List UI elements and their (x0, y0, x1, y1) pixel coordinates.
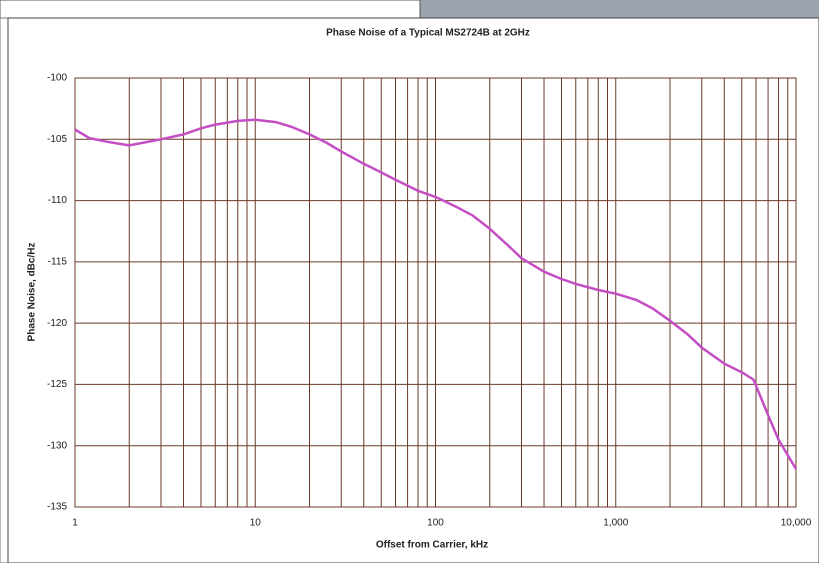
y-tick-label: -100 (47, 73, 67, 84)
x-tick-label: 100 (427, 518, 444, 529)
y-tick-label: -110 (48, 195, 68, 206)
data-line (74, 118, 798, 470)
x-tick-label: 10,000 (781, 518, 812, 529)
photo-fragment (420, 0, 819, 18)
y-tick-label: -115 (48, 256, 68, 267)
window-fragment (0, 0, 421, 19)
y-tick-label: -125 (47, 379, 67, 390)
chart-panel (7, 17, 819, 563)
x-tick-label: 1,000 (603, 518, 628, 529)
y-tick-label: -135 (47, 502, 67, 513)
chart-title: Phase Noise of a Typical MS2724B at 2GHz (326, 28, 530, 39)
plot-frame (74, 77, 797, 508)
y-axis-label: Phase Noise, dBc/Hz (27, 243, 38, 342)
x-tick-label: 1 (72, 518, 78, 529)
x-tick-label: 10 (250, 518, 262, 529)
y-tick-label: -130 (47, 440, 67, 451)
y-tick-label: -120 (47, 318, 67, 329)
x-axis-label: Offset from Carrier, kHz (376, 540, 488, 551)
window-edge (0, 17, 9, 563)
y-tick-label: -105 (47, 134, 67, 145)
